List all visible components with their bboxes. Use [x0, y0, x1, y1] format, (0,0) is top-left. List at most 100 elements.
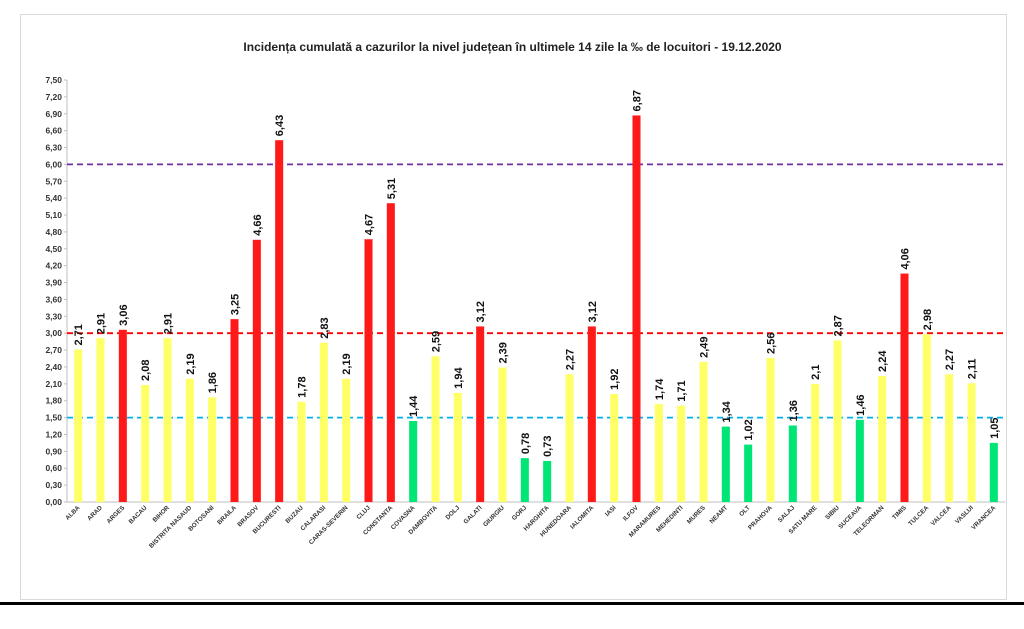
x-tick-label: MURES: [686, 504, 707, 525]
y-tick-label: 0,90: [45, 446, 62, 456]
data-label: 3,06: [118, 304, 130, 325]
bar: [520, 458, 529, 502]
x-tick-label: PRAHOVA: [747, 504, 774, 531]
data-label: 1,05: [989, 417, 1001, 438]
bar: [788, 425, 797, 502]
bar: [632, 115, 641, 502]
bar: [922, 334, 931, 502]
data-label: 2,87: [833, 315, 845, 336]
bar: [118, 329, 127, 502]
bar: [989, 442, 998, 502]
y-tick-label: 6,90: [45, 109, 62, 119]
data-label: 4,06: [900, 248, 912, 269]
x-tick-label: NEAMT: [708, 504, 729, 525]
bar: [699, 361, 708, 502]
x-tick-label: GORJ: [511, 504, 529, 522]
y-tick-label: 1,80: [45, 396, 62, 406]
y-tick-label: 1,20: [45, 429, 62, 439]
chart-title: Incidența cumulată a cazurilor la nivel …: [243, 40, 782, 54]
data-label: 1,44: [408, 395, 420, 417]
data-label: 2,27: [565, 349, 577, 370]
bar: [364, 239, 373, 502]
data-label: 0,78: [520, 433, 532, 454]
bar: [878, 375, 887, 502]
data-label: 2,24: [877, 350, 889, 372]
x-tick-label: BUZAU: [284, 504, 305, 525]
data-label: 2,56: [766, 333, 778, 354]
data-label: 1,94: [453, 367, 465, 389]
y-tick-label: 6,60: [45, 126, 62, 136]
bar: [96, 338, 105, 502]
bar: [208, 397, 217, 502]
x-tick-label: BRAILA: [216, 504, 238, 526]
bar: [811, 383, 820, 502]
data-label: 2,19: [185, 353, 197, 374]
bar: [967, 383, 976, 502]
bar: [141, 384, 150, 502]
bar: [342, 378, 351, 502]
x-tick-label: VALCEA: [930, 504, 953, 527]
bar: [766, 357, 775, 502]
data-label: 1,36: [788, 400, 800, 421]
bar: [587, 326, 596, 502]
x-tick-label: ILFOV: [622, 504, 641, 523]
y-tick-label: 7,50: [45, 75, 62, 85]
y-tick-label: 3,60: [45, 294, 62, 304]
data-label: 0,73: [542, 436, 554, 457]
x-tick-label: VRANCEA: [970, 504, 997, 531]
y-tick-label: 4,80: [45, 227, 62, 237]
y-tick-label: 1,50: [45, 413, 62, 423]
bar: [252, 239, 261, 502]
y-tick-label: 6,30: [45, 143, 62, 153]
x-tick-label: GIURGIU: [482, 504, 506, 528]
data-label: 1,78: [297, 376, 309, 397]
y-tick-label: 2,40: [45, 362, 62, 372]
data-label: 2,08: [140, 360, 152, 381]
data-label: 1,34: [721, 400, 733, 422]
data-label: 2,1: [810, 365, 822, 380]
x-tick-label: ALBA: [64, 504, 82, 522]
bar: [431, 356, 440, 502]
data-label: 4,67: [364, 214, 376, 235]
y-tick-label: 6,00: [45, 159, 62, 169]
x-tick-label: GALATI: [462, 504, 483, 525]
x-tick-label: SIBIU: [824, 504, 841, 521]
bar: [476, 326, 485, 502]
x-tick-label: ARGES: [105, 504, 126, 525]
data-label: 1,46: [855, 394, 867, 415]
bar: [833, 340, 842, 502]
bottom-rule: [0, 602, 1024, 605]
data-label: 1,92: [609, 369, 621, 390]
x-tick-label: IALOMITA: [569, 504, 595, 530]
x-tick-label: IASI: [604, 504, 618, 518]
y-tick-label: 2,10: [45, 379, 62, 389]
data-label: 2,39: [498, 342, 510, 363]
y-tick-label: 2,70: [45, 345, 62, 355]
x-tick-label: TULCEA: [907, 504, 930, 527]
x-tick-label: BACAU: [128, 504, 149, 525]
data-label: 1,74: [654, 378, 666, 400]
y-tick-label: 5,40: [45, 193, 62, 203]
bar: [945, 374, 954, 502]
data-label: 2,91: [96, 313, 108, 334]
data-label: 2,83: [319, 317, 331, 338]
x-tick-label: BISTRITA NASAUD: [148, 504, 194, 550]
bar: [654, 404, 663, 502]
bar: [230, 319, 239, 502]
y-tick-label: 3,00: [45, 328, 62, 338]
y-tick-label: 4,20: [45, 261, 62, 271]
x-tick-label: CLUJ: [355, 504, 372, 521]
y-tick-label: 7,20: [45, 92, 62, 102]
data-label: 4,66: [252, 214, 264, 235]
x-tick-label: BIHOR: [152, 504, 172, 524]
data-label: 2,49: [699, 336, 711, 357]
y-tick-label: 4,50: [45, 244, 62, 254]
data-label: 6,87: [632, 90, 644, 111]
bar: [74, 349, 83, 502]
bar: [185, 378, 194, 502]
data-label: 3,12: [475, 301, 487, 322]
data-label: 3,25: [230, 294, 242, 315]
bar: [721, 426, 730, 502]
bar: [677, 405, 686, 502]
